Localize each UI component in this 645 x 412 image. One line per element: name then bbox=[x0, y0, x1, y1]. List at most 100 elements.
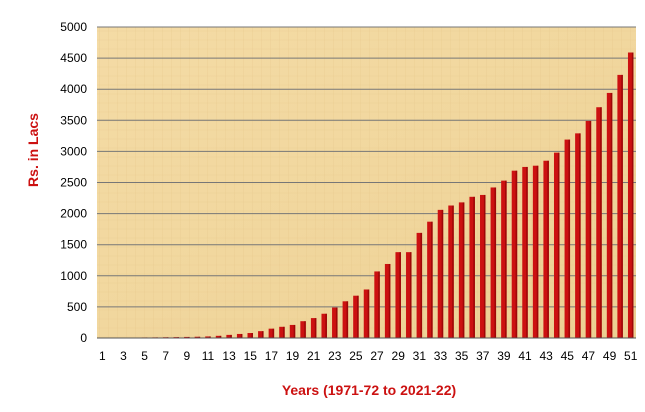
bar bbox=[543, 160, 549, 338]
x-tick-label: 5 bbox=[141, 349, 148, 363]
bar-shade bbox=[346, 301, 349, 338]
x-tick-label: 37 bbox=[476, 349, 490, 363]
bar bbox=[300, 321, 306, 338]
bar bbox=[310, 318, 317, 338]
bar-shade bbox=[240, 333, 243, 338]
x-tick-label: 13 bbox=[222, 349, 236, 363]
bar-shade bbox=[198, 336, 201, 338]
bar-shade bbox=[526, 166, 528, 338]
bar-shade bbox=[283, 326, 285, 338]
bar-shade bbox=[335, 307, 338, 338]
bar-shade bbox=[579, 133, 581, 338]
x-tick-label: 47 bbox=[582, 349, 596, 363]
x-tick-labels: 1 3 5 7 9 11 13 15 17 19 21 23 25 27 29 31 33 35 37 39 41 43 4… bbox=[99, 349, 638, 363]
x-tick-label: 25 bbox=[349, 349, 363, 363]
bar-shade bbox=[357, 295, 359, 338]
x-tick-label: 27 bbox=[370, 349, 384, 363]
bar bbox=[585, 120, 592, 338]
x-axis-title: Years (1971-72 to 2021-22) bbox=[282, 382, 456, 398]
bar-shade bbox=[536, 165, 539, 338]
bar bbox=[342, 301, 349, 338]
bar bbox=[427, 221, 433, 338]
bar bbox=[511, 170, 518, 338]
x-tick-label: 51 bbox=[624, 349, 638, 363]
bar-shade bbox=[441, 209, 444, 338]
bar bbox=[490, 187, 497, 338]
y-tick-label: 2000 bbox=[60, 207, 87, 221]
x-tick-label: 15 bbox=[244, 349, 258, 363]
y-tick-label: 1000 bbox=[60, 269, 87, 283]
bar bbox=[395, 252, 401, 338]
y-tick-label: 0 bbox=[80, 331, 87, 345]
bar-shade bbox=[304, 321, 306, 338]
bar bbox=[268, 328, 275, 338]
bar bbox=[236, 333, 243, 338]
x-tick-label: 23 bbox=[328, 349, 342, 363]
bar-shade bbox=[420, 232, 423, 338]
x-tick-label: 3 bbox=[120, 349, 127, 363]
x-tick-label: 1 bbox=[99, 349, 106, 363]
bar-shade bbox=[473, 196, 475, 338]
bar-shade bbox=[378, 271, 380, 338]
bar bbox=[374, 271, 380, 338]
bar-shade bbox=[209, 336, 211, 338]
bar-shade bbox=[494, 187, 497, 338]
bar bbox=[321, 313, 327, 338]
bar bbox=[553, 152, 560, 338]
bar-shade bbox=[293, 324, 296, 338]
y-tick-label: 1500 bbox=[60, 238, 87, 252]
bar-shade bbox=[589, 120, 592, 338]
x-tick-label: 33 bbox=[434, 349, 448, 363]
x-tick-label: 7 bbox=[162, 349, 169, 363]
x-tick-label: 21 bbox=[307, 349, 321, 363]
bar bbox=[416, 232, 423, 338]
x-tick-label: 19 bbox=[286, 349, 300, 363]
bar bbox=[279, 326, 285, 338]
bar bbox=[627, 52, 634, 338]
bar-shade bbox=[431, 221, 433, 338]
bar-shade bbox=[600, 107, 602, 338]
y-axis-title: Rs. in Lacs bbox=[25, 113, 41, 187]
bar-shade bbox=[610, 92, 613, 338]
bar bbox=[384, 263, 391, 338]
bar-shade bbox=[621, 74, 623, 339]
x-tick-label: 41 bbox=[518, 349, 532, 363]
bar bbox=[448, 205, 454, 338]
bar bbox=[458, 202, 465, 338]
bar-shade bbox=[272, 328, 275, 338]
bar bbox=[332, 307, 338, 338]
x-tick-label: 39 bbox=[497, 349, 511, 363]
y-tick-label: 2500 bbox=[60, 176, 87, 190]
bar-shade bbox=[483, 194, 486, 338]
bar-shade bbox=[515, 170, 518, 338]
bar bbox=[205, 336, 211, 338]
bar-shade bbox=[325, 313, 327, 338]
bar bbox=[617, 74, 623, 339]
x-tick-label: 11 bbox=[202, 349, 215, 363]
bar bbox=[184, 336, 190, 338]
bar-shade bbox=[261, 331, 264, 338]
bar bbox=[522, 166, 528, 338]
y-tick-labels: 0 500 1000 1500 2000 2500 3000 3500 4000 4500 5000 bbox=[60, 20, 87, 345]
bar bbox=[575, 133, 581, 338]
bar bbox=[363, 289, 370, 338]
bar-shade bbox=[409, 252, 412, 338]
x-tick-label: 35 bbox=[455, 349, 469, 363]
bar bbox=[596, 107, 602, 338]
bar bbox=[564, 139, 571, 338]
bar bbox=[353, 295, 359, 338]
bar bbox=[501, 180, 507, 338]
y-tick-label: 4500 bbox=[60, 51, 87, 65]
y-tick-label: 4000 bbox=[60, 82, 87, 96]
bar bbox=[406, 252, 412, 338]
x-tick-label: 43 bbox=[539, 349, 553, 363]
bar bbox=[215, 335, 222, 338]
bar-shade bbox=[219, 335, 222, 338]
x-tick-label: 17 bbox=[265, 349, 279, 363]
x-tick-label: 31 bbox=[413, 349, 427, 363]
bar-shade bbox=[631, 52, 634, 338]
bar bbox=[289, 324, 296, 338]
x-tick-label: 49 bbox=[603, 349, 617, 363]
